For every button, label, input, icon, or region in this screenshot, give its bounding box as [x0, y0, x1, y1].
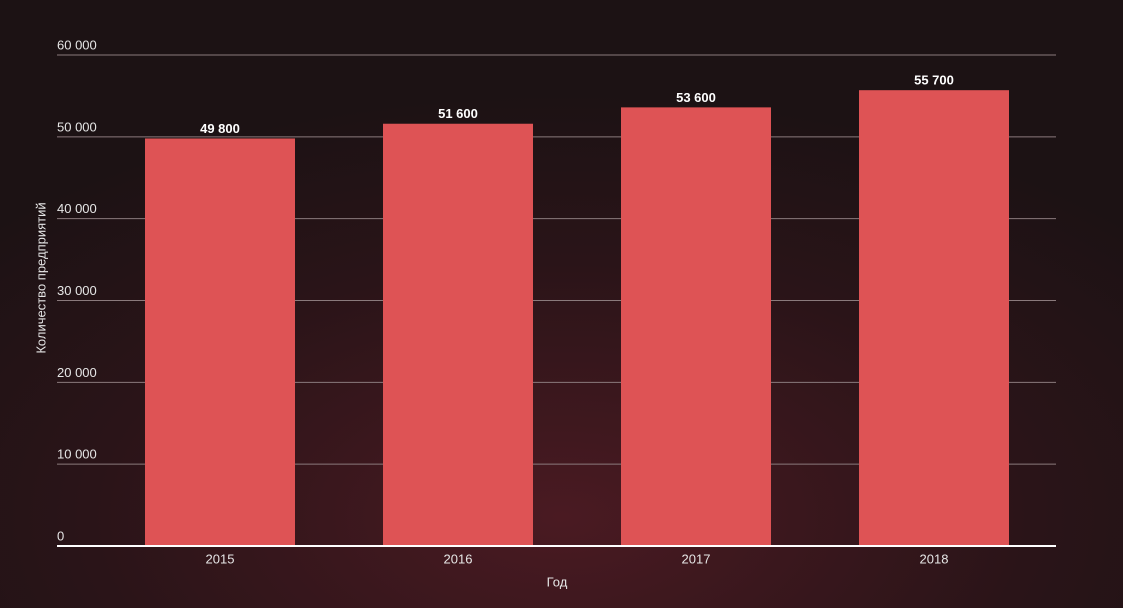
- value-label: 55 700: [914, 73, 954, 88]
- y-tick-label: 10 000: [57, 447, 97, 462]
- bar: [383, 123, 533, 547]
- y-tick-label: 0: [57, 528, 64, 543]
- x-tick-label: 2015: [206, 551, 235, 566]
- y-tick-label: 50 000: [57, 119, 97, 134]
- x-tick-label: 2017: [682, 551, 711, 566]
- value-label: 49 800: [200, 121, 240, 136]
- bar: [621, 107, 771, 546]
- y-tick-label: 60 000: [57, 37, 97, 52]
- value-label: 51 600: [438, 106, 478, 121]
- x-axis-title: Год: [547, 574, 568, 589]
- x-tick-label: 2018: [920, 551, 949, 566]
- x-tick-label: 2016: [444, 551, 473, 566]
- y-tick-label: 20 000: [57, 365, 97, 380]
- y-axis-title: Количество предприятий: [33, 202, 48, 353]
- y-tick-label: 40 000: [57, 201, 97, 216]
- bar: [859, 90, 1009, 547]
- y-tick-label: 30 000: [57, 283, 97, 298]
- value-label: 53 600: [676, 90, 716, 105]
- bar: [145, 138, 295, 546]
